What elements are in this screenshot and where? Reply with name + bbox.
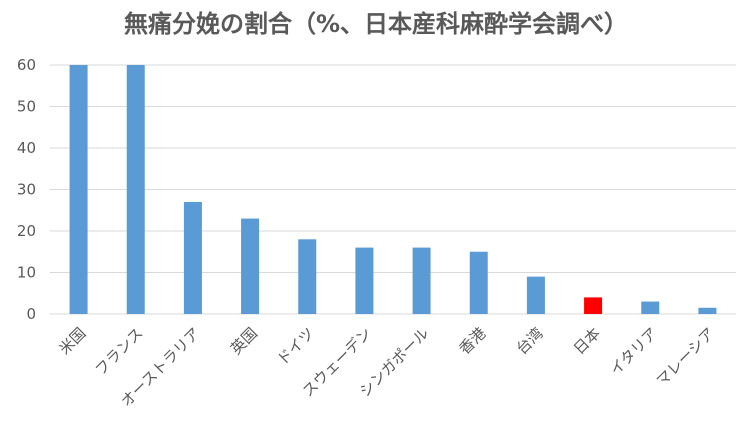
bar — [298, 239, 317, 314]
y-tick-label: 30 — [17, 181, 36, 199]
bars — [69, 65, 717, 314]
bar — [584, 297, 603, 314]
bar — [241, 218, 260, 314]
x-category-label: 米国 — [55, 324, 89, 358]
bar — [698, 307, 717, 314]
bar — [526, 276, 545, 314]
gridlines — [50, 64, 736, 315]
bar — [641, 301, 660, 314]
y-tick-label: 20 — [17, 222, 36, 240]
x-category-label: マレーシア — [653, 324, 719, 390]
x-category-label: 英国 — [227, 324, 261, 358]
bar — [183, 201, 202, 314]
x-category-label: イタリア — [606, 324, 661, 379]
x-category-label: 台湾 — [513, 324, 547, 358]
y-axis-ticks: 0 10 20 30 40 50 60 — [17, 56, 36, 323]
chart-title: 無痛分娩の割合（%、日本産科麻酔学会調べ） — [123, 10, 629, 38]
y-tick-label: 60 — [17, 56, 36, 74]
x-category-label: ドイツ — [274, 324, 319, 369]
y-tick-label: 0 — [26, 305, 36, 323]
bar — [126, 65, 145, 314]
y-tick-label: 50 — [17, 98, 36, 116]
y-tick-label: 10 — [17, 264, 36, 282]
bar — [355, 247, 374, 314]
bar — [412, 247, 431, 314]
bar — [469, 251, 488, 314]
y-tick-label: 40 — [17, 139, 36, 157]
bar — [69, 65, 88, 314]
x-category-label: 香港 — [456, 324, 490, 358]
x-category-label: 日本 — [570, 324, 604, 358]
x-category-label: フランス — [92, 324, 147, 379]
